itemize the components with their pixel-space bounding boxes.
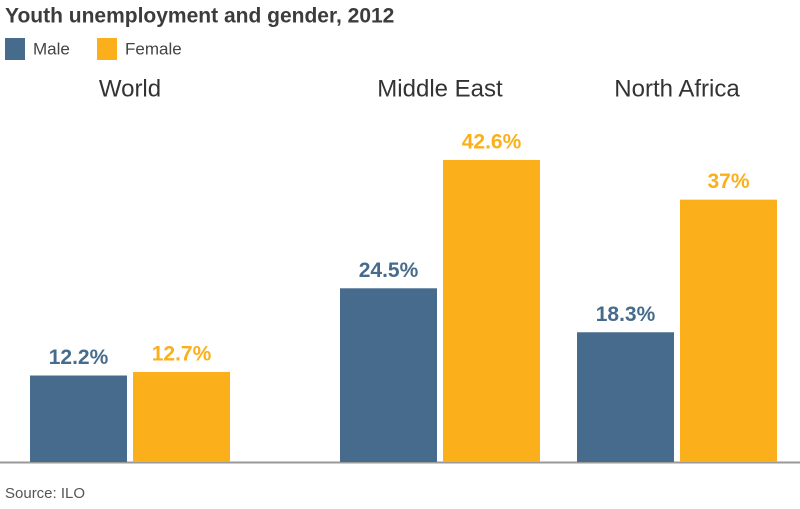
legend-label: Male [33, 39, 70, 58]
source: Source: ILO [5, 485, 85, 502]
legend-swatch [5, 38, 25, 60]
value-label: 37% [707, 170, 749, 193]
value-label: 24.5% [359, 259, 419, 282]
bar [340, 288, 437, 462]
bar [680, 199, 777, 463]
legend-swatch [97, 38, 117, 60]
bar [30, 375, 127, 462]
value-label: 12.7% [152, 343, 212, 366]
category-label: Middle East [377, 75, 503, 102]
bar [133, 371, 230, 462]
value-label: 12.2% [49, 346, 109, 369]
value-label: 18.3% [596, 303, 656, 326]
legend-label: Female [125, 39, 182, 58]
bar [577, 332, 674, 462]
category-label: North Africa [614, 75, 740, 102]
value-label: 42.6% [462, 131, 522, 154]
chart-title: Youth unemployment and gender, 2012 [5, 5, 394, 28]
category-label: World [99, 75, 161, 102]
bar [443, 159, 540, 462]
